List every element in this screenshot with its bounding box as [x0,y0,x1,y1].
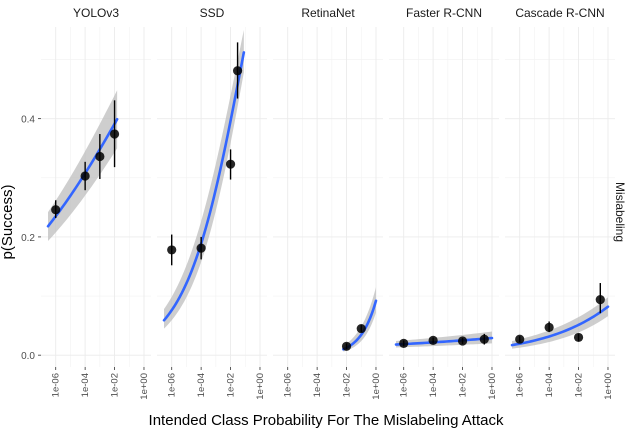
x-axis-label: Intended Class Probability For The Misla… [149,412,504,429]
facet-title: SSD [200,6,225,20]
x-tick-label: 1e-02 [110,373,121,397]
data-point [109,129,120,139]
y-tick-label: 0.2 [21,233,35,244]
x-tick-label: 1e+00 [139,373,150,400]
data-point [51,205,61,215]
data-point [196,243,206,253]
panel-background [389,27,499,367]
x-tick-label: 1e+00 [255,373,266,400]
data-point [225,159,236,169]
panel-background [41,27,151,367]
data-point [595,294,605,305]
facet-panel: 1e-06 1e-04 1e-02 1e+00 RetinaNet [273,6,383,400]
x-tick-label: 1e-04 [428,373,439,397]
panel-plot-area [341,287,378,352]
data-point [399,338,409,348]
x-tick-label: 1e+00 [371,373,382,400]
data-point [515,334,525,344]
data-point [573,332,584,343]
fit-line [510,305,610,347]
x-tick-label: 1e-06 [283,373,294,397]
fit-line [162,51,246,322]
data-point [341,341,352,351]
facet-title: Cascade R-CNN [515,6,604,20]
facet-panel: 1e-06 1e-04 1e-02 1e+00 SSD [157,6,267,400]
facet-title: RetinaNet [301,6,355,20]
facet-title: Faster R-CNN [406,6,482,20]
data-point [457,336,468,346]
panel-plot-area [394,331,494,348]
facet-strip-label: Mislabeling [613,182,627,242]
x-tick-label: 1e-02 [226,373,237,397]
x-tick-label: 1e-06 [51,373,62,397]
fit-line [394,336,494,346]
x-tick-label: 1e-06 [167,373,178,397]
data-point [95,151,105,162]
panel-plot-area [162,29,246,329]
y-axis: 0.0 0.2 0.4 [21,115,41,362]
data-point [356,323,366,334]
data-point [232,66,243,76]
x-tick-label: 1e-02 [458,373,469,397]
panel-background [273,27,383,367]
confidence-band [512,297,608,349]
y-axis-label: p(Success) [0,184,16,259]
panel-plot-area [46,90,120,242]
facet-panel: 1e-06 1e-04 1e-02 1e+00 Cascade R-CNN [505,6,615,400]
data-point [80,171,90,181]
facet-panel: 1e-06 1e-04 1e-02 1e+00 Faster R-CNN [389,6,499,400]
x-tick-label: 1e-04 [80,373,91,397]
x-tick-label: 1e+00 [603,373,614,400]
facet-panel: 1e-06 1e-04 1e-02 1e+00 YOLOv3 [41,6,151,400]
data-point [428,335,438,345]
x-tick-label: 1e-04 [196,373,207,397]
data-point [479,334,489,344]
x-tick-label: 1e-06 [399,373,410,397]
x-tick-label: 1e-06 [515,373,526,397]
data-point [167,245,177,255]
panel-plot-area [510,283,610,349]
y-tick-label: 0.0 [21,351,35,362]
facet-title: YOLOv3 [73,6,119,20]
x-tick-label: 1e-04 [544,373,555,397]
y-tick-label: 0.4 [21,115,35,126]
confidence-band [164,29,244,329]
x-tick-label: 1e+00 [487,373,498,400]
x-tick-label: 1e-02 [574,373,585,397]
x-tick-label: 1e-04 [312,373,323,397]
data-point [544,322,554,332]
x-tick-label: 1e-02 [342,373,353,397]
